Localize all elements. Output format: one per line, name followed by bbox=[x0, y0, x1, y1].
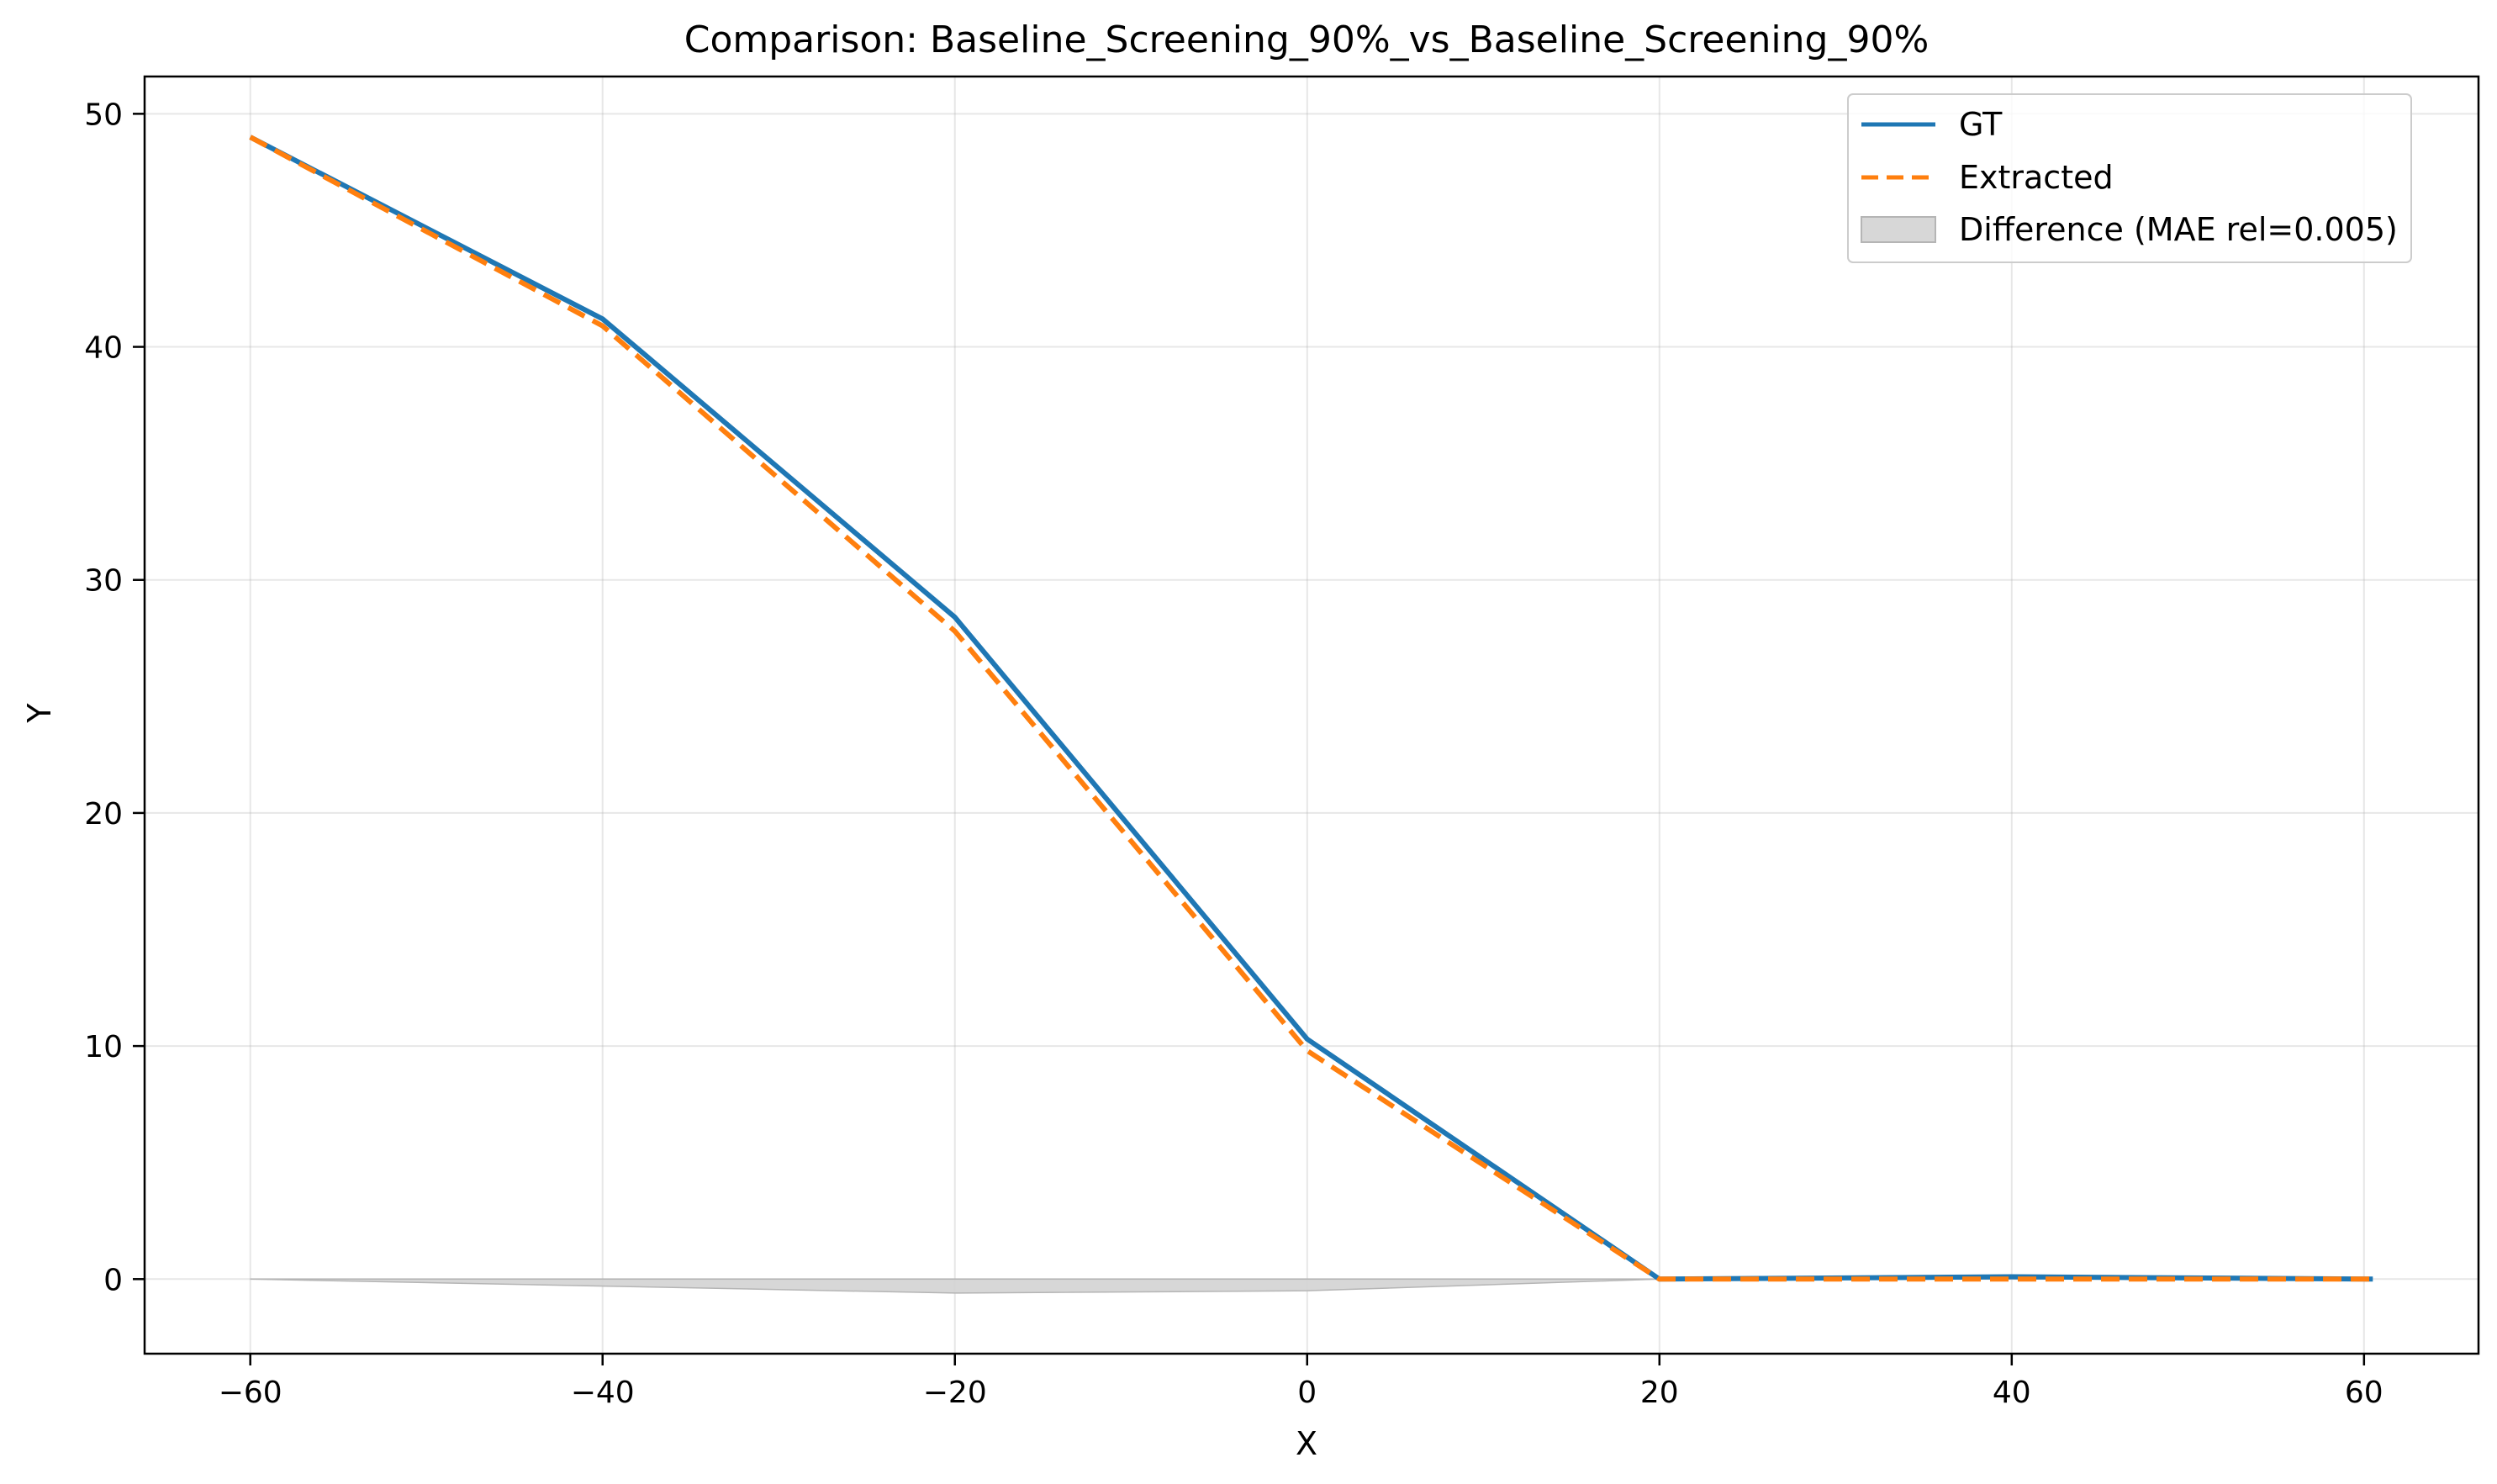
series-line-gt bbox=[249, 135, 2373, 1282]
x-tick-label-3: 0 bbox=[1297, 1376, 1317, 1410]
legend-extracted-label: Extracted bbox=[1959, 159, 2114, 196]
x-axis-label: X bbox=[1296, 1425, 1317, 1462]
axis-ticks: −60 −40 −20 0 20 40 60 0 10 20 30 40 50 bbox=[84, 98, 2384, 1410]
series-line-extracted bbox=[249, 135, 2373, 1282]
chart-title: Comparison: Baseline_Screening_90%_vs_Ba… bbox=[684, 18, 1930, 61]
y-axis-label: Y bbox=[21, 703, 58, 724]
legend-box bbox=[1847, 93, 2412, 263]
x-tick-label-1: −40 bbox=[571, 1376, 635, 1410]
x-tick-label-4: 20 bbox=[1640, 1376, 1679, 1410]
legend-gt-label: GT bbox=[1959, 106, 2003, 143]
y-tick-label-5: 50 bbox=[84, 98, 123, 132]
y-tick-label-3: 30 bbox=[84, 564, 123, 599]
x-tick-label-2: −20 bbox=[923, 1376, 987, 1410]
y-tick-label-1: 10 bbox=[84, 1030, 123, 1064]
y-tick-label-0: 0 bbox=[103, 1263, 123, 1297]
x-tick-label-5: 40 bbox=[1993, 1376, 2031, 1410]
legend-difference-swatch bbox=[1861, 216, 1936, 243]
x-tick-label-0: −60 bbox=[219, 1376, 282, 1410]
y-tick-label-4: 40 bbox=[84, 331, 123, 366]
legend: GT Extracted Difference (MAE rel=0.005) bbox=[1847, 93, 2412, 263]
series-layer bbox=[249, 135, 2373, 1282]
x-tick-label-6: 60 bbox=[2345, 1376, 2384, 1410]
legend-difference-label: Difference (MAE rel=0.005) bbox=[1959, 211, 2398, 248]
y-tick-label-2: 20 bbox=[84, 797, 123, 832]
plot-frame bbox=[143, 75, 2480, 1355]
